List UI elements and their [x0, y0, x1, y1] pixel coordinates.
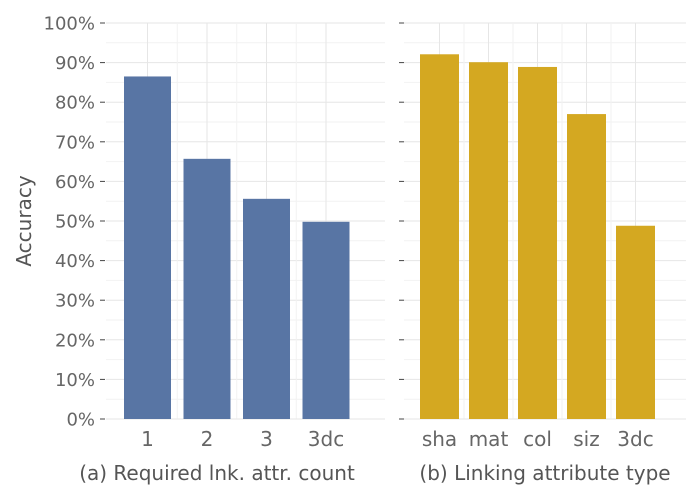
panel-a-x-tick-label: 1 [141, 427, 154, 451]
panel-a-x-axis-label: (a) Required lnk. attr. count [79, 461, 355, 485]
panel-a-bar-3dc [302, 221, 350, 419]
panel-a-bars [124, 76, 350, 420]
panel-a-y-tick-label: 100% [44, 14, 95, 35]
panel-b-x-tick-label: 3dc [617, 427, 653, 451]
panel-b-x-tick-label: col [523, 427, 552, 451]
panel-b-ticks [399, 22, 404, 420]
panel-a-y-tick-label: 10% [55, 370, 95, 391]
panel-b-bars [420, 54, 655, 420]
panel-a-y-tick-label: 80% [55, 93, 95, 114]
panel-a-x-tick-label: 3dc [308, 427, 344, 451]
panel-a-y-tick-labels: 0% 10% 20% 30% 40% 50% 60% 70% 80% 90% 100% [44, 14, 95, 431]
panel-a-bar-1 [124, 76, 171, 420]
panel-a-x-tick-label: 3 [260, 427, 273, 451]
y-axis-label: Accuracy [12, 175, 36, 266]
panel-b-x-tick-label: mat [469, 427, 509, 451]
panel-b-x-tick-label: siz [573, 427, 599, 451]
panel-a-x-tick-labels: 1 2 3 3dc [141, 427, 344, 451]
panel-b: sha mat col siz 3dc (b) Linking attribute ty… [399, 22, 686, 485]
panel-a-bar-2 [183, 158, 231, 419]
panel-b-bar-siz [567, 114, 606, 419]
panel-a: 0% 10% 20% 30% 40% 50% 60% 70% 80% 90% 100% 1 2 3 3dc… [12, 14, 385, 485]
panel-a-ticks [100, 22, 105, 420]
panel-b-bar-sha [420, 54, 459, 420]
panel-a-y-tick-label: 40% [55, 251, 95, 272]
panel-b-bar-col [518, 66, 557, 420]
panel-a-y-tick-label: 50% [55, 212, 95, 233]
panel-b-bar-3dc [616, 225, 655, 419]
panel-a-y-tick-label: 60% [55, 172, 95, 193]
panel-a-x-tick-label: 2 [201, 427, 214, 451]
panel-a-y-tick-label: 90% [55, 53, 95, 74]
panel-b-x-tick-label: sha [422, 427, 457, 451]
panel-a-y-tick-label: 0% [66, 410, 95, 431]
panel-a-y-tick-label: 20% [55, 330, 95, 351]
panel-b-x-axis-label: (b) Linking attribute type [419, 461, 670, 485]
panel-a-bar-3 [243, 198, 290, 419]
panel-b-bar-mat [469, 62, 508, 419]
panel-b-x-tick-labels: sha mat col siz 3dc [422, 427, 654, 451]
panel-a-y-tick-label: 70% [55, 132, 95, 153]
panel-a-y-tick-label: 30% [55, 291, 95, 312]
